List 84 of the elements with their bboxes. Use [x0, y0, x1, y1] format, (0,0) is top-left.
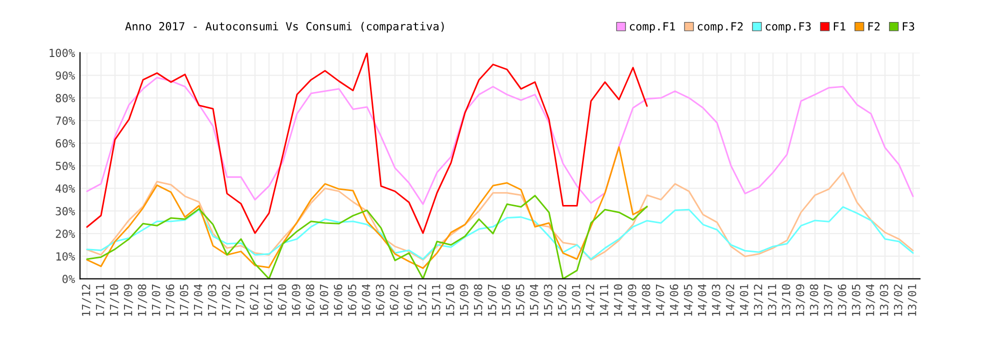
- x-tick-label: 15/09: [460, 284, 470, 316]
- x-tick-label: 14/12: [586, 284, 596, 316]
- x-tick-label: 15/11: [432, 284, 442, 316]
- x-tick-label: 16/01: [404, 284, 414, 316]
- x-tick-label: 17/05: [180, 284, 190, 316]
- line-series: [86, 194, 648, 279]
- x-tick-label: 17/07: [152, 284, 162, 316]
- x-tick-label: 13/09: [796, 284, 806, 316]
- y-tick-label: 70%: [56, 116, 75, 125]
- x-tick-label: 14/06: [670, 284, 680, 316]
- x-tick-label: 17/04: [194, 284, 204, 316]
- line-series: [86, 146, 648, 269]
- line-series: [86, 172, 914, 261]
- chart-title: Anno 2017 - Autoconsumi Vs Consumi (comparativa): [125, 22, 444, 33]
- y-tick-label: 80%: [56, 94, 75, 102]
- x-tick-label: 15/07: [488, 284, 498, 316]
- x-tick-label: 16/04: [362, 284, 372, 316]
- x-tick-label: 15/04: [530, 284, 540, 316]
- x-tick-label: 16/08: [306, 284, 316, 316]
- x-tick-label: 16/03: [376, 284, 386, 316]
- x-tick-label: 17/10: [110, 284, 120, 316]
- legend-label: comp.F2: [698, 22, 743, 33]
- line-series: [86, 76, 914, 205]
- x-tick-label: 16/02: [390, 284, 400, 316]
- x-tick-label: 15/06: [502, 284, 512, 316]
- x-tick-label: 14/03: [712, 284, 722, 316]
- x-tick-label: 16/07: [320, 284, 330, 316]
- y-tick-label: 50%: [56, 162, 75, 170]
- x-tick-label: 16/06: [334, 284, 344, 316]
- x-tick-label: 13/04: [866, 284, 876, 316]
- x-tick-label: 14/04: [698, 284, 708, 316]
- x-tick-label: 17/11: [96, 284, 106, 316]
- x-tick-label: 13/11: [768, 284, 778, 316]
- x-tick-label: 15/05: [516, 284, 526, 316]
- x-tick-label: 13/08: [810, 284, 820, 316]
- x-tick-label: 16/12: [250, 284, 260, 316]
- x-tick-label: 14/02: [726, 284, 736, 316]
- y-tick-label: 30%: [56, 206, 75, 216]
- x-tick-label: 15/01: [572, 284, 582, 316]
- x-tick-label: 15/12: [418, 284, 428, 316]
- x-tick-label: 16/11: [264, 284, 274, 316]
- legend-label: F2: [868, 22, 880, 30]
- x-tick-label: 13/02: [894, 284, 904, 316]
- x-tick-label: 16/05: [348, 284, 358, 316]
- x-tick-label: 17/09: [124, 284, 134, 316]
- x-tick-label: 17/12: [82, 284, 92, 316]
- x-tick-label: 14/09: [628, 284, 638, 316]
- line-series: [86, 206, 914, 260]
- x-tick-label: 17/03: [208, 284, 218, 316]
- legend-label: comp.F3: [766, 22, 811, 33]
- x-tick-label: 17/06: [166, 284, 176, 316]
- x-tick-label: 14/11: [600, 284, 610, 316]
- y-tick-label: 60%: [56, 139, 75, 148]
- x-tick-label: 15/10: [446, 284, 456, 316]
- x-tick-label: 13/12: [754, 284, 764, 316]
- x-tick-label: 17/02: [222, 284, 232, 316]
- legend-label: F3: [902, 22, 914, 31]
- x-tick-label: 17/01: [236, 284, 246, 316]
- legend-label: comp.F1: [630, 22, 675, 33]
- x-tick-label: 17/08: [138, 284, 148, 316]
- y-tick-label: 40%: [56, 184, 75, 193]
- x-tick-label: 13/01: [908, 284, 918, 316]
- x-tick-label: 14/08: [642, 284, 652, 316]
- x-tick-label: 13/05: [852, 284, 862, 316]
- x-tick-label: 14/10: [614, 284, 624, 316]
- x-tick-label: 15/08: [474, 284, 484, 316]
- x-tick-label: 13/06: [838, 284, 848, 316]
- x-tick-label: 14/07: [656, 284, 666, 316]
- y-tick-label: 100%: [50, 48, 75, 58]
- x-tick-label: 13/10: [782, 284, 792, 316]
- x-tick-label: 14/01: [740, 284, 750, 316]
- line-series: [86, 52, 648, 234]
- x-tick-label: 13/03: [880, 284, 890, 316]
- y-tick-label: 90%: [56, 71, 75, 80]
- y-tick-label: 20%: [56, 230, 75, 238]
- x-tick-label: 13/07: [824, 284, 834, 316]
- y-tick-label: 0%: [62, 274, 75, 284]
- x-tick-label: 16/09: [292, 284, 302, 316]
- legend-label: F1: [834, 22, 846, 30]
- x-tick-label: 14/05: [684, 284, 694, 316]
- y-tick-label: 10%: [56, 252, 75, 261]
- x-tick-label: 16/10: [278, 284, 288, 316]
- x-tick-label: 15/02: [558, 284, 568, 316]
- x-tick-label: 15/03: [544, 284, 554, 316]
